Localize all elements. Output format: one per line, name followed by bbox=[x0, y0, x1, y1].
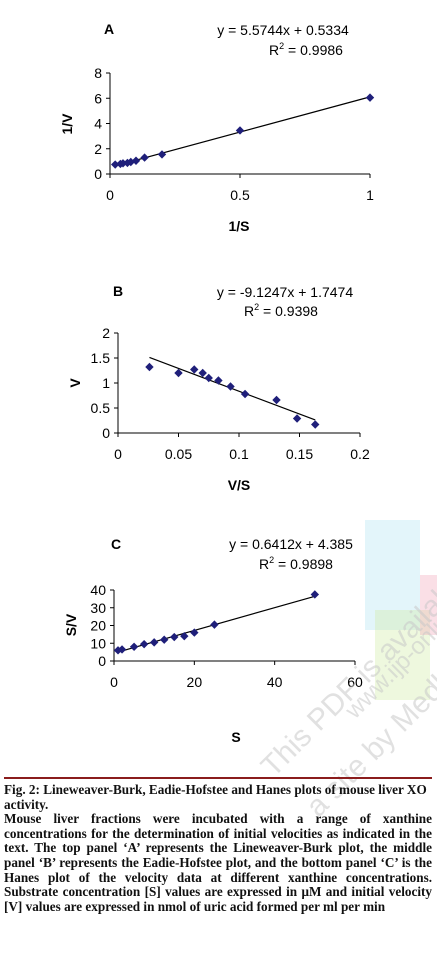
panel-c-data-point bbox=[180, 631, 189, 641]
panel-b-data-point bbox=[214, 376, 223, 385]
panel-b-y-tick-label: 1 bbox=[102, 375, 110, 391]
panel-a-data-point bbox=[140, 153, 149, 162]
panel-a-data-point bbox=[235, 126, 245, 135]
caption-body-part-1: Mouse liver fractions were incubated wit… bbox=[4, 811, 432, 900]
panel-b-y-axis-label: V bbox=[67, 378, 83, 388]
panel-c-r-squared: R2 = 0.9898 bbox=[259, 555, 333, 572]
panel-b-x-tick-label: 0.2 bbox=[350, 446, 370, 462]
panel-c-y-tick-label: 10 bbox=[90, 635, 106, 651]
panel-a-y-tick-label: 4 bbox=[94, 116, 102, 132]
panel-b-data-point bbox=[240, 389, 250, 399]
plots-canvas: 0 2 4 6 8 0 0.5 1 A y = 5.5744x + 0.5334 R2 = 0.99… bbox=[59, 21, 375, 745]
panel-a-y-tick-label: 0 bbox=[94, 166, 102, 182]
panel-c-x-tick-label: 40 bbox=[267, 674, 283, 690]
panel-c-data-point bbox=[129, 642, 139, 651]
panel-c-data-point bbox=[190, 628, 199, 637]
panel-a-x-tick-label: 0 bbox=[106, 187, 114, 203]
panel-a-label: A bbox=[104, 21, 114, 37]
caption-mu-symbol: μ bbox=[301, 884, 309, 900]
panel-a-y-tick-label: 2 bbox=[94, 141, 102, 157]
panel-c-y-tick-label: 40 bbox=[90, 582, 106, 598]
panel-b-data-point bbox=[198, 368, 207, 378]
panel-a-data-point bbox=[131, 156, 141, 165]
figure-caption: Fig. 2: Lineweaver-Burk, Eadie-Hofstee a… bbox=[4, 777, 432, 914]
panel-b-data-point bbox=[226, 382, 235, 391]
panel-b-data-point bbox=[272, 395, 281, 405]
panel-b-label: B bbox=[113, 283, 123, 299]
caption-body: Mouse liver fractions were incubated wit… bbox=[4, 811, 432, 914]
panel-c-y-axis-label: S/V bbox=[63, 613, 79, 636]
panel-b-r-squared: R2 = 0.9398 bbox=[244, 302, 318, 319]
panel-a-equation: y = 5.5744x + 0.5334 bbox=[217, 22, 349, 38]
panel-c-x-axis-label: S bbox=[231, 729, 240, 745]
panel-a-data-point bbox=[157, 150, 167, 159]
panel-c-label: C bbox=[111, 536, 121, 552]
panel-b-data-point bbox=[292, 414, 302, 423]
panel-b-data-point bbox=[190, 365, 199, 374]
panel-a-r-squared: R2 = 0.9986 bbox=[269, 41, 343, 58]
panel-b-x-axis-label: V/S bbox=[228, 477, 251, 493]
panel-c-data-point bbox=[310, 590, 320, 599]
panel-a-data-point bbox=[111, 160, 120, 169]
panel-a-y-tick-label: 8 bbox=[94, 65, 102, 81]
panel-b-equation: y = -9.1247x + 1.7474 bbox=[217, 284, 353, 300]
panel-a-x-tick-label: 1 bbox=[366, 187, 374, 203]
panel-b-x-tick-label: 0.05 bbox=[165, 446, 192, 462]
panel-b-x-tick-label: 0.1 bbox=[229, 446, 249, 462]
panel-a-y-tick-label: 6 bbox=[94, 90, 102, 106]
panel-c-data-point bbox=[160, 635, 169, 644]
caption-body-part-2: M and initial velocity [V] values are ex… bbox=[4, 884, 432, 914]
panel-b-data-point bbox=[145, 362, 154, 372]
panel-b-data-point bbox=[174, 368, 183, 378]
panel-b-y-tick-label: 2 bbox=[102, 325, 110, 341]
panel-c-x-tick-label: 60 bbox=[347, 674, 363, 690]
panel-c-y-tick-label: 30 bbox=[90, 600, 106, 616]
panel-b-data-point bbox=[311, 420, 320, 429]
panel-a-x-axis-label: 1/S bbox=[228, 218, 249, 234]
panel-c-y-tick-label: 0 bbox=[98, 653, 106, 669]
panel-b-y-tick-label: 0.5 bbox=[91, 400, 111, 416]
panel-c-x-tick-label: 20 bbox=[187, 674, 203, 690]
panel-b-data-point bbox=[204, 373, 213, 383]
panel-b-y-tick-label: 1.5 bbox=[91, 350, 111, 366]
panel-a-y-axis-label: 1/V bbox=[59, 113, 75, 135]
caption-title: Fig. 2: Lineweaver-Burk, Eadie-Hofstee a… bbox=[4, 777, 432, 812]
panel-b-y-tick-label: 0 bbox=[102, 425, 110, 441]
panel-c-data-point bbox=[210, 620, 219, 629]
panel-a-data-point bbox=[365, 93, 375, 102]
panel-c-data-point bbox=[149, 638, 159, 647]
panel-b-x-tick-label: 0 bbox=[114, 446, 122, 462]
panel-c-data-point bbox=[139, 639, 149, 649]
panel-c-y-tick-label: 20 bbox=[90, 618, 106, 634]
panel-c-data-point bbox=[170, 632, 179, 642]
panel-b-x-tick-label: 0.15 bbox=[286, 446, 313, 462]
panel-a-x-tick-label: 0.5 bbox=[230, 187, 250, 203]
panel-c-equation: y = 0.6412x + 4.385 bbox=[229, 536, 353, 552]
panel-c-data-point bbox=[117, 645, 127, 654]
panel-c-x-tick-label: 0 bbox=[110, 674, 118, 690]
